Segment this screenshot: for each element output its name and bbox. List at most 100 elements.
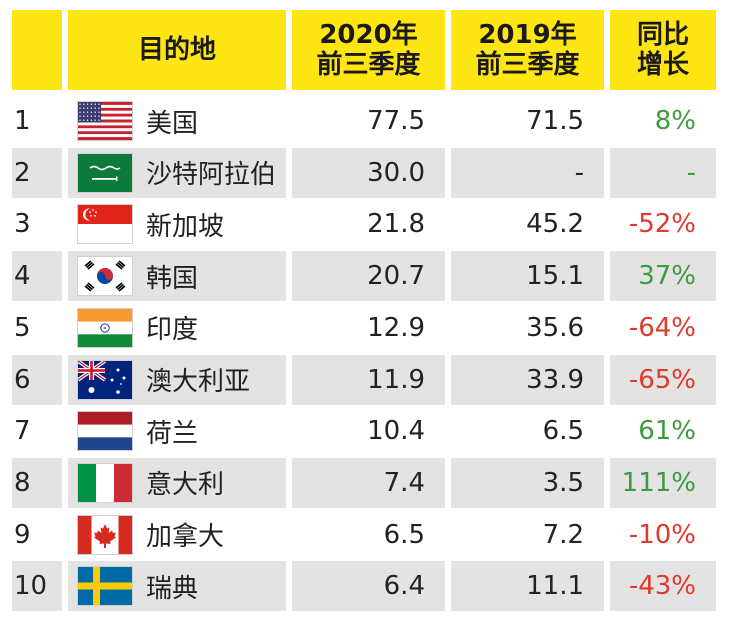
flag-italy-icon	[78, 463, 132, 502]
cell-text-yoy: 37%	[638, 261, 696, 292]
cell-text-yoy: 61%	[638, 416, 696, 447]
cell-text-yoy: -64%	[628, 312, 696, 343]
table-cell-v2020: 10.4	[292, 406, 445, 457]
table-cell-destination: 澳大利亚	[68, 354, 286, 405]
table-cell-rank: 10	[12, 561, 62, 612]
table-cell-v2019: 45.2	[451, 199, 604, 250]
cell-text-v2020: 20.7	[367, 261, 425, 292]
cell-text-destination: 意大利	[146, 470, 225, 501]
cell-text-yoy: 111%	[621, 467, 696, 498]
cell-text-rank: 1	[14, 106, 31, 137]
cell-text-v2020: 30.0	[367, 157, 425, 188]
cell-text-destination: 印度	[146, 315, 199, 346]
cell-text-v2019: 15.1	[526, 261, 584, 292]
table-cell-rank: 4	[12, 251, 62, 302]
table-cell-v2020: 7.4	[292, 457, 445, 508]
cell-text-v2019: 71.5	[526, 106, 584, 137]
cell-text-v2020: 6.4	[383, 571, 425, 602]
cell-text-yoy: -	[686, 157, 696, 188]
table-cell-destination: 沙特阿拉伯	[68, 147, 286, 198]
cell-text-v2019: 35.6	[526, 312, 584, 343]
table-cell-destination: 印度	[68, 302, 286, 353]
table-cell-destination: 新加坡	[68, 199, 286, 250]
table-cell-rank: 9	[12, 509, 62, 560]
cell-text-destination: 加拿大	[146, 522, 225, 553]
table-cell-yoy: -	[610, 147, 716, 198]
header-yoy: 同比 增长	[610, 10, 716, 90]
header-yoy-line2: 增长	[636, 50, 689, 80]
cell-text-rank: 8	[14, 467, 31, 498]
table-cell-destination: 美国	[68, 96, 286, 147]
flag-netherlands-icon	[78, 412, 132, 451]
table-cell-yoy: 111%	[610, 457, 716, 508]
cell-text-yoy: -43%	[628, 571, 696, 602]
table-cell-v2019: 15.1	[451, 251, 604, 302]
cell-text-rank: 7	[14, 416, 31, 447]
table-cell-rank: 2	[12, 147, 62, 198]
table-cell-v2020: 77.5	[292, 96, 445, 147]
flag-india-icon	[78, 308, 132, 347]
cell-text-destination: 荷兰	[146, 418, 199, 449]
table-cell-v2019: 71.5	[451, 96, 604, 147]
table-cell-v2019: 7.2	[451, 509, 604, 560]
cell-text-v2019: 33.9	[526, 364, 584, 395]
cell-text-v2020: 7.4	[383, 467, 425, 498]
cell-text-v2020: 21.8	[367, 209, 425, 240]
cell-text-yoy: 8%	[654, 106, 696, 137]
flag-sweden-icon	[78, 567, 132, 606]
cell-text-yoy: -10%	[628, 519, 696, 550]
header-2019: 2019年 前三季度	[451, 10, 604, 90]
cell-text-destination: 新加坡	[146, 211, 225, 242]
cell-text-rank: 2	[14, 157, 31, 188]
table-cell-rank: 1	[12, 96, 62, 147]
table-cell-v2020: 30.0	[292, 147, 445, 198]
cell-text-v2019: 6.5	[542, 416, 584, 447]
flag-canada-icon	[78, 515, 132, 554]
cell-text-yoy: -52%	[628, 209, 696, 240]
cell-text-rank: 6	[14, 364, 31, 395]
cell-text-v2020: 11.9	[367, 364, 425, 395]
cell-text-rank: 10	[14, 571, 48, 602]
table-cell-v2019: 11.1	[451, 561, 604, 612]
cell-text-rank: 5	[14, 312, 31, 343]
table-cell-destination: 意大利	[68, 457, 286, 508]
cell-text-destination: 美国	[146, 108, 199, 139]
flag-saudi-arabia-icon	[78, 153, 132, 192]
flag-usa-icon	[78, 102, 132, 141]
table-cell-rank: 8	[12, 457, 62, 508]
table-cell-v2020: 6.4	[292, 561, 445, 612]
table-cell-v2020: 12.9	[292, 302, 445, 353]
cell-text-v2020: 77.5	[367, 106, 425, 137]
table-cell-v2020: 21.8	[292, 199, 445, 250]
cell-text-v2020: 6.5	[383, 519, 425, 550]
table-cell-v2020: 6.5	[292, 509, 445, 560]
header-2019-line2: 前三季度	[475, 50, 580, 80]
cell-text-v2019: 11.1	[526, 571, 584, 602]
table-cell-yoy: 37%	[610, 251, 716, 302]
table-cell-yoy: -43%	[610, 561, 716, 612]
cell-text-rank: 9	[14, 519, 31, 550]
table-cell-v2019: 33.9	[451, 354, 604, 405]
cell-text-destination: 澳大利亚	[146, 367, 251, 398]
header-yoy-line1: 同比	[636, 20, 689, 50]
table-cell-v2019: 35.6	[451, 302, 604, 353]
cell-text-v2019: 3.5	[542, 467, 584, 498]
table-cell-yoy: 8%	[610, 96, 716, 147]
cell-text-yoy: -65%	[628, 364, 696, 395]
table-cell-v2019: -	[451, 147, 604, 198]
table-cell-destination: 瑞典	[68, 561, 286, 612]
cell-text-destination: 瑞典	[146, 573, 199, 604]
table-cell-v2019: 6.5	[451, 406, 604, 457]
cell-text-rank: 3	[14, 209, 31, 240]
header-2020-line2: 前三季度	[316, 50, 421, 80]
table-cell-yoy: -64%	[610, 302, 716, 353]
cell-text-v2019: -	[574, 157, 584, 188]
table-cell-rank: 6	[12, 354, 62, 405]
table-cell-rank: 7	[12, 406, 62, 457]
table-cell-destination: 加拿大	[68, 509, 286, 560]
table-cell-rank: 5	[12, 302, 62, 353]
header-2020: 2020年 前三季度	[292, 10, 445, 90]
table-cell-yoy: -10%	[610, 509, 716, 560]
header-rank-cell	[12, 10, 62, 90]
